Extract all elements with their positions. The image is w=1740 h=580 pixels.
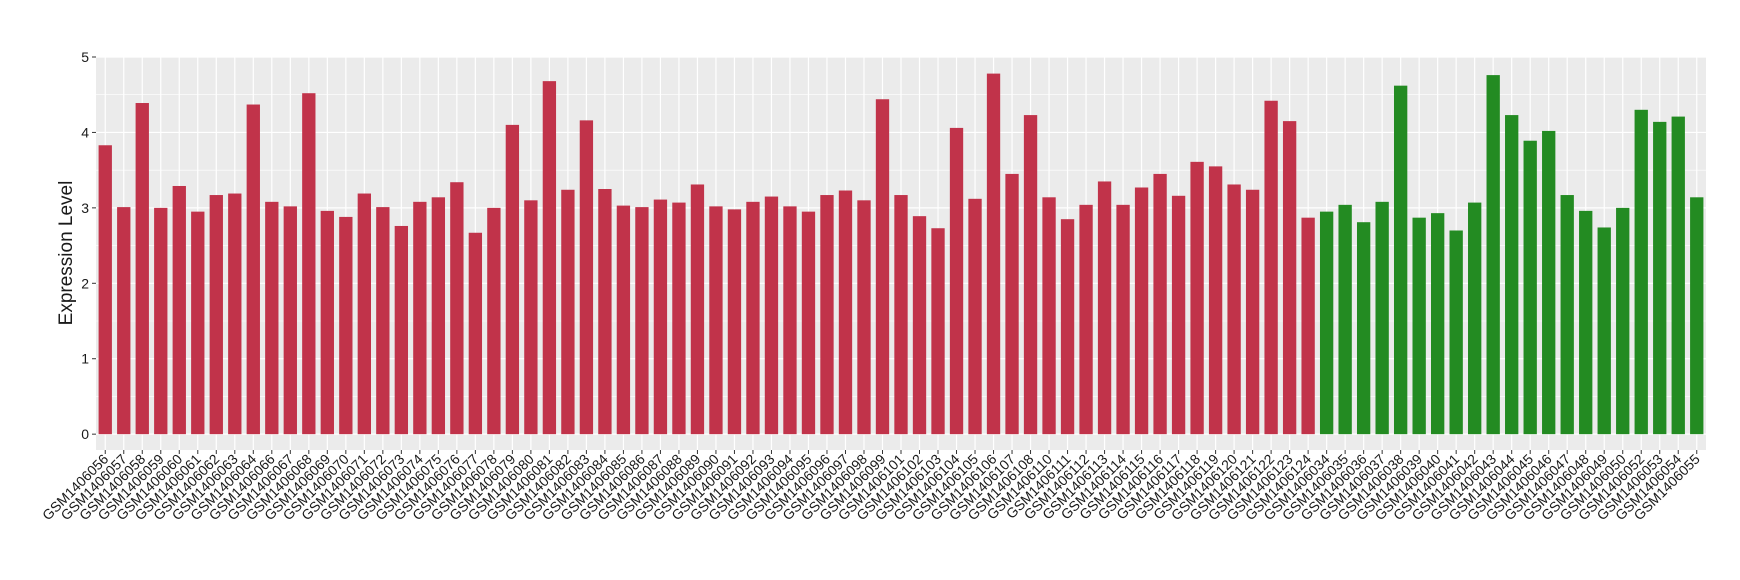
bar [838,190,853,435]
bar [709,206,723,435]
y-tick-label: 5 [81,49,89,65]
bar [598,189,612,435]
bar [1227,184,1241,435]
bar [653,199,668,435]
bar [1079,204,1093,435]
bar [764,196,779,435]
bar [635,207,649,435]
bar [1005,173,1019,435]
bar [1634,109,1648,435]
bar [542,81,557,435]
bar [450,182,464,435]
bar [1375,201,1389,435]
bar [246,104,260,435]
y-tick-label: 3 [81,200,89,216]
bar [1282,121,1297,435]
bar [154,207,168,435]
y-axis-title: Expression Level [56,181,77,326]
bar [1560,195,1574,435]
bar [1153,173,1167,435]
bar [949,127,964,435]
bar [1060,219,1075,435]
y-tick-label: 2 [81,275,89,291]
bar [1116,204,1130,435]
bar [1134,187,1149,435]
bar [283,206,297,435]
bar [690,184,705,435]
bar [1412,217,1426,435]
y-tick-label: 1 [81,351,89,367]
bar [672,202,686,435]
bar [1579,210,1593,435]
bar [172,185,186,435]
bar [727,209,742,435]
bar [616,205,631,435]
bar [1523,140,1537,435]
bar [783,206,797,435]
bar [1393,85,1408,435]
bar [875,99,890,435]
bar [1042,197,1056,435]
bar [376,207,390,435]
bar [1208,166,1223,435]
bar [505,124,520,435]
bar [117,207,131,435]
bar [431,197,446,435]
bar [968,198,982,435]
bar [1190,161,1204,435]
bar [228,193,242,435]
bar [98,145,112,435]
bar [746,201,760,435]
bars [98,73,1704,435]
bar [1597,227,1611,435]
bar [1653,121,1667,435]
bar [357,193,371,435]
bar [1301,217,1315,435]
y-tick-label: 4 [81,124,89,140]
bar [1431,213,1445,435]
bar [912,216,927,435]
bar [1671,116,1685,435]
bar [1245,189,1260,435]
bar [413,201,427,435]
bar [1505,115,1519,435]
bar [524,200,538,435]
bar [1338,204,1352,435]
bar [1542,130,1556,435]
bar [265,201,279,435]
bar [931,228,945,435]
bar [1023,115,1038,435]
bar [820,195,834,435]
bar [857,200,871,435]
bar [1616,207,1630,435]
bar [894,195,908,435]
bar [1356,222,1371,435]
bar [579,120,594,435]
bar [487,207,501,435]
bar [302,93,316,435]
bar [191,211,205,435]
bar [135,103,149,435]
bar [320,210,334,435]
bar [1449,230,1463,435]
bar [1690,197,1704,435]
bar [394,225,409,435]
bar [1097,181,1112,435]
bar [1486,75,1500,435]
y-tick-label: 0 [81,426,89,442]
bar [561,189,575,435]
bar [339,216,353,435]
bar [1171,195,1186,435]
bar [986,73,1001,435]
bar [1319,211,1334,435]
bar [468,232,483,435]
bar [209,195,223,435]
bar [801,211,816,435]
bar [1264,100,1278,435]
bar [1468,202,1482,435]
